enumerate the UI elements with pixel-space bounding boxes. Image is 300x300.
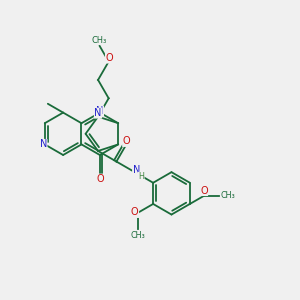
Text: N: N [40, 140, 47, 149]
Text: O: O [96, 174, 104, 184]
Text: CH₃: CH₃ [92, 36, 107, 45]
Text: N: N [133, 165, 140, 175]
Text: H: H [138, 172, 144, 181]
Text: N: N [96, 106, 103, 116]
Text: O: O [131, 208, 139, 218]
Text: O: O [123, 136, 130, 146]
Text: O: O [200, 186, 208, 196]
Text: N: N [94, 108, 102, 118]
Text: O: O [105, 53, 113, 63]
Text: CH₃: CH₃ [131, 231, 146, 240]
Text: CH₃: CH₃ [220, 191, 236, 200]
